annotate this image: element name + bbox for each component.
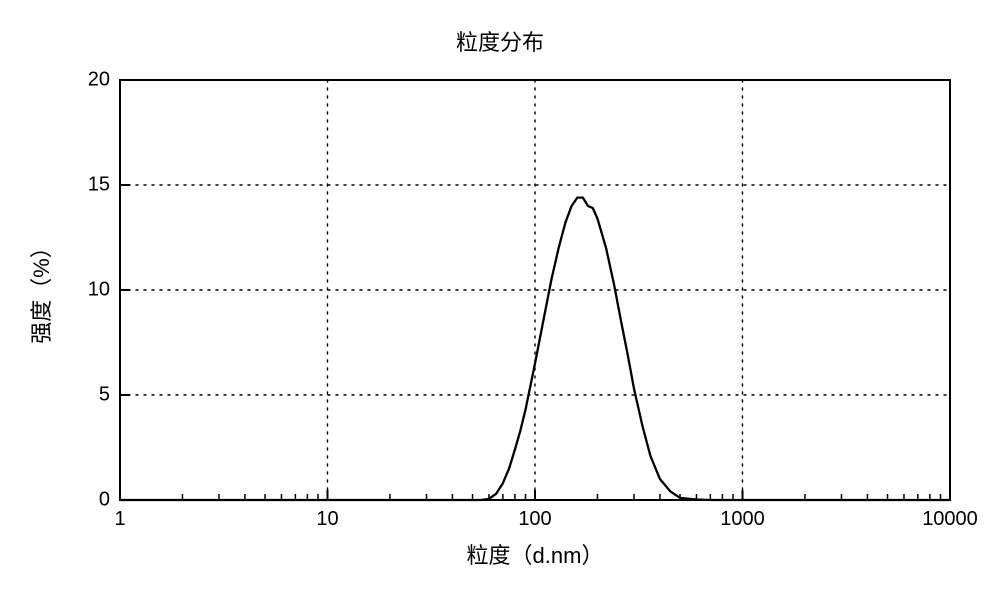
y-tick-label: 15 — [88, 174, 110, 197]
y-tick-label: 0 — [99, 489, 110, 512]
x-tick-label: 1 — [114, 508, 125, 531]
y-tick-label: 5 — [99, 384, 110, 407]
plot-area — [0, 0, 1000, 590]
x-tick-label: 1000 — [720, 508, 765, 531]
x-tick-label: 10000 — [922, 508, 978, 531]
y-tick-label: 20 — [88, 69, 110, 92]
x-tick-label: 10 — [316, 508, 338, 531]
x-tick-label: 100 — [518, 508, 551, 531]
y-tick-label: 10 — [88, 279, 110, 302]
particle-size-chart: 粒度分布 强度（%） 粒度（d.nm） 11010010001000005101… — [0, 0, 1000, 590]
